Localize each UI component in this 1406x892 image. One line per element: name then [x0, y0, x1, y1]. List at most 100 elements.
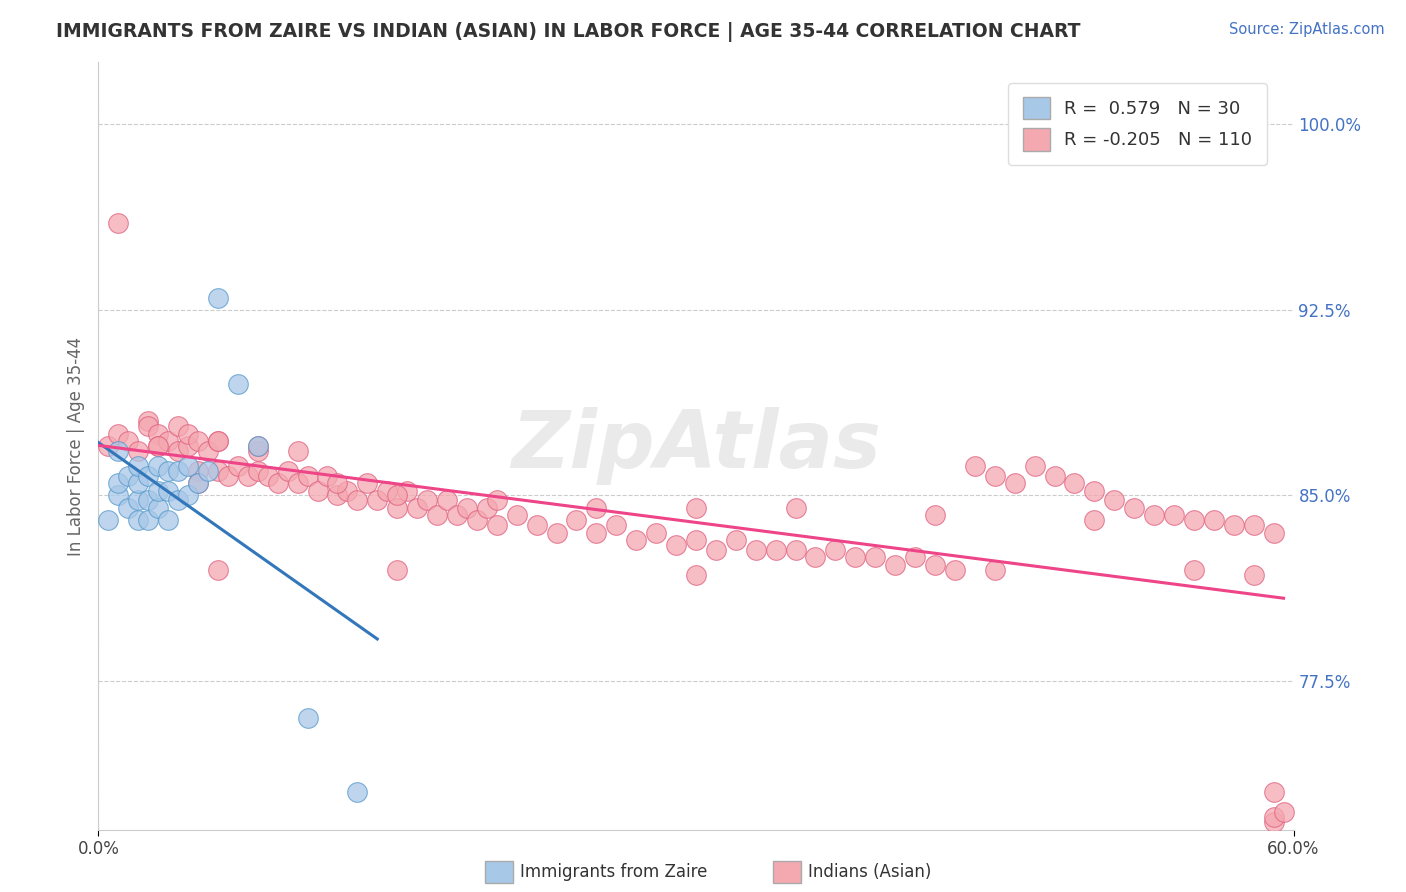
- Point: [246, 444, 269, 458]
- Point: [177, 458, 200, 473]
- Point: [1263, 525, 1285, 540]
- Point: [127, 444, 149, 458]
- Point: [984, 563, 1007, 577]
- Point: [665, 538, 688, 552]
- Point: [287, 444, 309, 458]
- Point: [267, 476, 290, 491]
- Point: [1243, 567, 1265, 582]
- Point: [984, 468, 1007, 483]
- Point: [226, 377, 249, 392]
- Point: [127, 493, 149, 508]
- Point: [1182, 513, 1205, 527]
- Point: [943, 563, 966, 577]
- Point: [804, 550, 827, 565]
- Point: [107, 488, 129, 502]
- Point: [167, 493, 190, 508]
- Point: [626, 533, 648, 547]
- Point: [187, 464, 209, 478]
- Point: [157, 513, 180, 527]
- Point: [307, 483, 329, 498]
- Point: [326, 488, 349, 502]
- Point: [436, 493, 458, 508]
- Point: [148, 483, 170, 498]
- Point: [904, 550, 927, 565]
- Point: [375, 483, 398, 498]
- Point: [187, 476, 209, 491]
- Text: IMMIGRANTS FROM ZAIRE VS INDIAN (ASIAN) IN LABOR FORCE | AGE 35-44 CORRELATION C: IMMIGRANTS FROM ZAIRE VS INDIAN (ASIAN) …: [56, 22, 1081, 42]
- Point: [316, 468, 339, 483]
- Point: [565, 513, 588, 527]
- Point: [246, 439, 269, 453]
- Point: [485, 518, 508, 533]
- Point: [546, 525, 568, 540]
- Point: [107, 426, 129, 441]
- Point: [1223, 518, 1246, 533]
- Point: [385, 500, 409, 515]
- Point: [148, 439, 170, 453]
- Point: [167, 419, 190, 434]
- Point: [1263, 785, 1285, 799]
- Point: [207, 563, 229, 577]
- Point: [416, 493, 439, 508]
- Point: [346, 785, 368, 799]
- Point: [167, 444, 190, 458]
- Point: [246, 464, 269, 478]
- Point: [1243, 518, 1265, 533]
- Point: [1104, 493, 1126, 508]
- Text: ZipAtlas: ZipAtlas: [510, 407, 882, 485]
- Point: [256, 468, 278, 483]
- Point: [765, 543, 787, 558]
- Point: [157, 434, 180, 448]
- Point: [924, 508, 946, 523]
- Point: [465, 513, 488, 527]
- Point: [236, 468, 259, 483]
- Point: [1202, 513, 1225, 527]
- Point: [107, 476, 129, 491]
- Point: [246, 439, 269, 453]
- Text: Indians (Asian): Indians (Asian): [808, 863, 932, 881]
- Point: [127, 458, 149, 473]
- Point: [226, 458, 249, 473]
- Point: [177, 439, 200, 453]
- Point: [1163, 508, 1185, 523]
- Text: Immigrants from Zaire: Immigrants from Zaire: [520, 863, 707, 881]
- Point: [187, 476, 209, 491]
- Point: [207, 464, 229, 478]
- Point: [136, 513, 159, 527]
- Point: [645, 525, 668, 540]
- Point: [485, 493, 508, 508]
- Legend: R =  0.579   N = 30, R = -0.205   N = 110: R = 0.579 N = 30, R = -0.205 N = 110: [1008, 83, 1267, 165]
- Point: [1263, 810, 1285, 824]
- Point: [277, 464, 299, 478]
- Point: [177, 426, 200, 441]
- Point: [117, 500, 139, 515]
- Point: [127, 513, 149, 527]
- Point: [685, 533, 707, 547]
- Point: [336, 483, 359, 498]
- Point: [844, 550, 866, 565]
- Point: [136, 414, 159, 428]
- Point: [884, 558, 907, 572]
- Point: [456, 500, 478, 515]
- Point: [157, 464, 180, 478]
- Point: [297, 711, 319, 725]
- Point: [785, 500, 807, 515]
- Point: [1123, 500, 1146, 515]
- Point: [824, 543, 846, 558]
- Point: [217, 468, 239, 483]
- Point: [157, 483, 180, 498]
- Point: [197, 444, 219, 458]
- Point: [107, 216, 129, 230]
- Point: [605, 518, 627, 533]
- Point: [148, 458, 170, 473]
- Y-axis label: In Labor Force | Age 35-44: In Labor Force | Age 35-44: [66, 336, 84, 556]
- Point: [207, 434, 229, 448]
- Point: [426, 508, 449, 523]
- Point: [287, 476, 309, 491]
- Point: [136, 468, 159, 483]
- Point: [1143, 508, 1166, 523]
- Point: [385, 563, 409, 577]
- Point: [924, 558, 946, 572]
- Point: [506, 508, 529, 523]
- Point: [136, 419, 159, 434]
